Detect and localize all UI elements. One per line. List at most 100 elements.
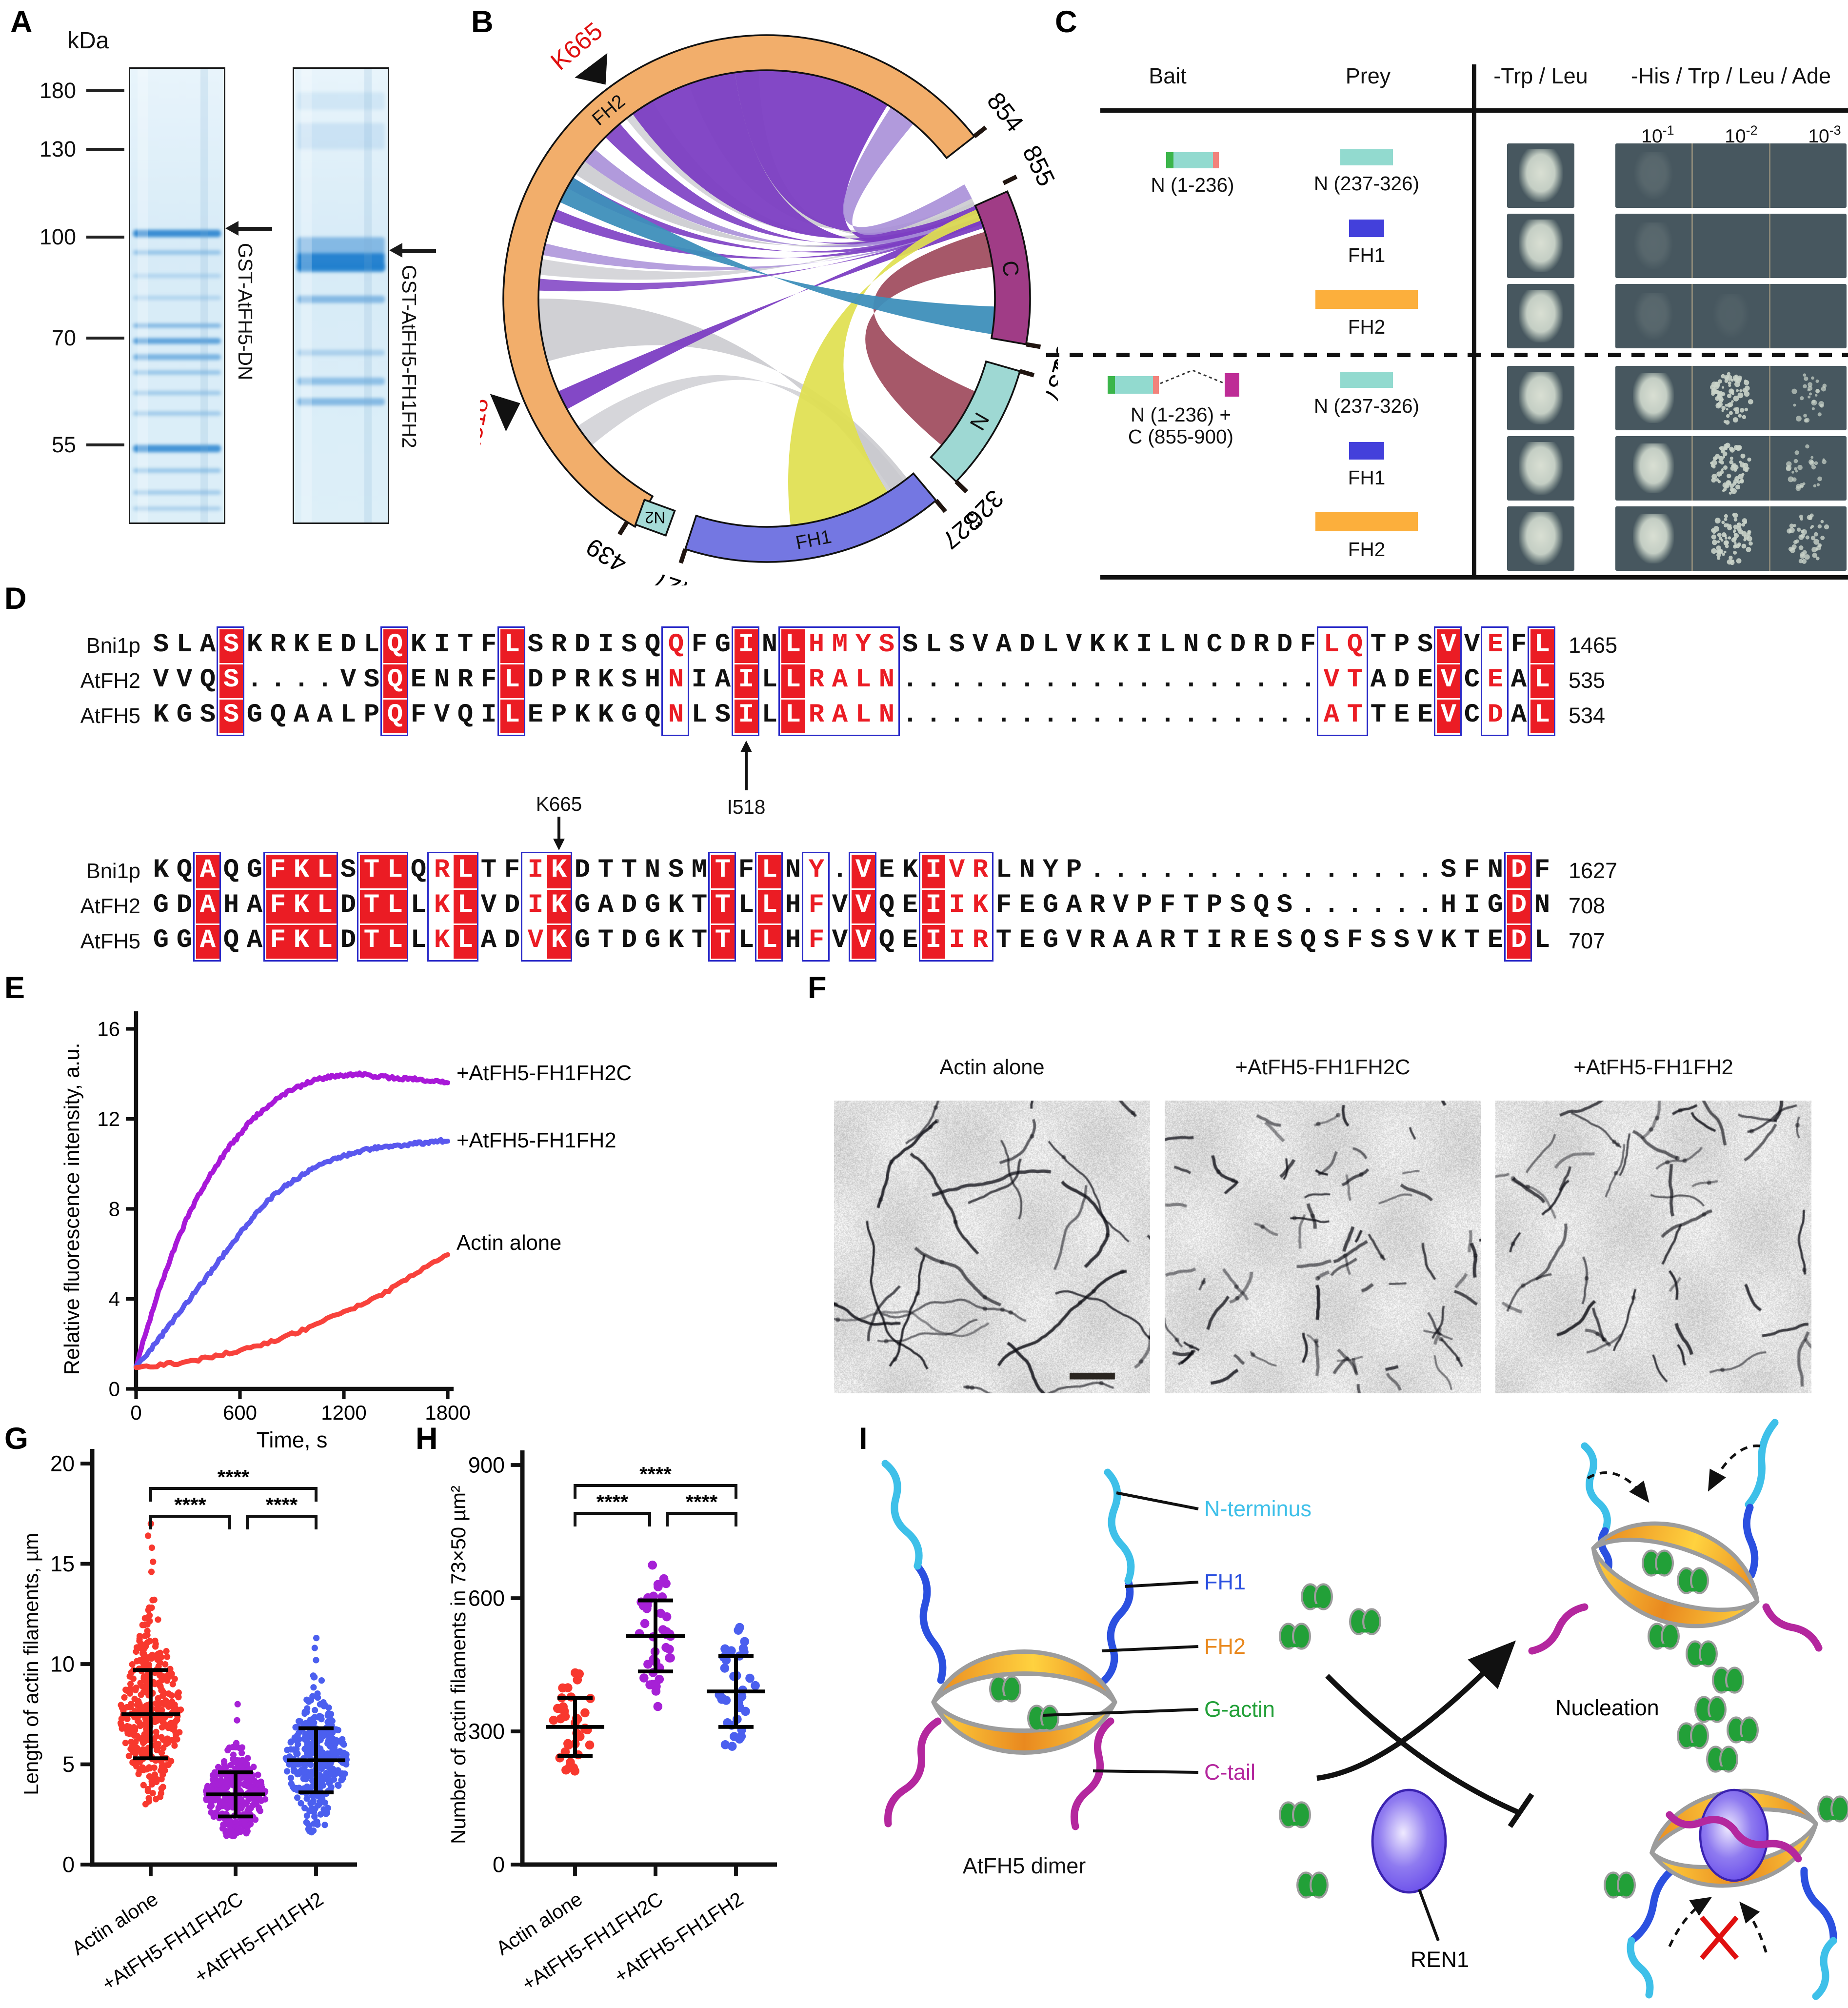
tail — [1745, 1419, 1779, 1508]
tail — [1581, 1442, 1611, 1535]
g-actin-monomer — [1676, 1567, 1709, 1594]
g-actin-monomer — [1711, 1667, 1745, 1694]
g-actin-monomer — [1641, 1549, 1674, 1577]
gel-band — [297, 296, 385, 303]
bait-glyph — [1166, 152, 1219, 168]
panel-b-label: B — [471, 6, 494, 40]
arc-N — [930, 360, 1021, 483]
tail — [1627, 1937, 1654, 1999]
speckled-colony — [1786, 513, 1829, 564]
prey-label: N (237-326) — [1313, 173, 1420, 195]
gel-band — [133, 490, 221, 495]
circos-ribbons — [538, 70, 995, 526]
gel-band — [297, 263, 385, 273]
tick — [934, 499, 947, 513]
x-tick-label: 1200 — [321, 1401, 366, 1424]
residue-number: 534 — [1569, 704, 1606, 729]
sig-bracket — [574, 1512, 651, 1526]
y-axis-label: Length of actin filaments, µm — [20, 1533, 42, 1795]
yeast-colony — [1519, 442, 1563, 495]
ribbon-yellow — [788, 209, 981, 526]
panel-a-label: A — [10, 6, 33, 40]
y2h-row: N (1-236) + C (855-900) N (237-326) — [1046, 366, 1848, 448]
x-tick-label: 600 — [223, 1401, 257, 1424]
gel-band — [297, 123, 385, 150]
atfh5-dimer: N-terminus FH1 FH2 G-actin C-tail AtFH5 dimer — [881, 1460, 1311, 1878]
gel-band — [297, 350, 385, 356]
y2h-row: FH2 — [1046, 284, 1848, 348]
micrograph-label-0: Actin alone — [939, 1057, 1045, 1080]
g-actin-monomer — [1726, 1716, 1759, 1744]
y-tick-label: 15 — [50, 1551, 75, 1576]
ren1-ellipse — [1371, 1788, 1447, 1894]
dimer-label: AtFH5 dimer — [963, 1853, 1086, 1878]
sig-bracket — [666, 1512, 737, 1526]
legend-C-tail: C-tail — [1204, 1760, 1255, 1785]
yeast-colony — [1634, 152, 1673, 199]
ribbon-maroon — [865, 232, 993, 445]
g-actin-monomer — [1694, 1696, 1727, 1723]
col-header-bait: Bait — [1149, 64, 1187, 89]
x-tick-label: 1800 — [425, 1401, 470, 1424]
prey-glyph-fh1 — [1349, 220, 1384, 237]
g-actin-monomer — [1647, 1623, 1680, 1650]
y-tick-label: 16 — [97, 1018, 120, 1041]
blocked-add-arrow — [1739, 1901, 1768, 1953]
gel-band — [297, 377, 385, 385]
sequence-name: Bni1p — [86, 860, 140, 884]
model-schematic: N-terminus FH1 FH2 G-actin C-tail AtFH5 dimer… — [881, 1419, 1848, 2000]
dilution-label: 10-2 — [1725, 123, 1758, 147]
y2h-table: Bait Prey -Trp / Leu -His / Trp / Leu / … — [1046, 0, 1848, 585]
sequence-name: Bni1p — [86, 634, 140, 658]
yeast-colony — [1519, 290, 1563, 342]
legend-N-terminus: N-terminus — [1204, 1496, 1311, 1521]
tail — [914, 1562, 947, 1684]
category-label-1: +AtFH5-FH1FH2C — [98, 1888, 247, 1995]
sig-bracket — [149, 1515, 231, 1529]
gel-band — [133, 339, 221, 345]
category-label-1: +AtFH5-FH1FH2C — [518, 1888, 667, 1995]
reaction-middle: REN1 Nucleation — [1278, 1583, 1659, 1972]
band-arrow — [237, 227, 272, 231]
ribbon-purpleLight — [843, 107, 972, 235]
gel-band — [133, 506, 221, 511]
panel-h-label: H — [416, 1423, 438, 1456]
g-actin-monomer — [1676, 1722, 1709, 1749]
g-actin-monomer — [1817, 1795, 1848, 1823]
gel-lane-1 — [129, 67, 225, 524]
col-header-his-trp-leu-ade: -His / Trp / Leu / Ade — [1630, 64, 1831, 89]
sequence-name: AtFH5 — [80, 704, 140, 728]
plate-his-trp-leu-ade — [1615, 143, 1847, 208]
prey-glyph-fh2 — [1315, 290, 1418, 309]
micrograph-label-2: +AtFH5-FH1FH2 — [1573, 1057, 1733, 1080]
gel-lane-2 — [293, 67, 389, 524]
y2h-row: FH1 — [1046, 436, 1848, 501]
g-actin-monomer — [989, 1675, 1022, 1703]
plate-his-trp-leu-ade — [1615, 436, 1847, 501]
kda-marker-130: 130 — [26, 136, 129, 162]
circos-plot: FH2CNFH1N2854855900237326327427439K665I5… — [480, 17, 1058, 585]
prey-label: FH1 — [1348, 467, 1386, 489]
plate-his-trp-leu-ade — [1615, 284, 1847, 348]
alignment-row-Bni1p: Bni1p K Q A Q G F K L S T L Q R L T F I K D T T N S M T F L N Y. V E K I V… — [53, 855, 1617, 890]
speckled-colony — [1710, 442, 1751, 495]
tick — [1019, 369, 1035, 378]
y2h-row: FH2 — [1046, 506, 1848, 571]
curve-label-2: Actin alone — [457, 1231, 561, 1255]
alignment-row-AtFH5: AtFH5 G G A Q A F K L D T L L K L A D V K G T D G K T T L L H F V V Q E I I… — [53, 925, 1605, 960]
col-header-prey: Prey — [1345, 64, 1391, 89]
blocked-add-arrow — [1668, 1897, 1712, 1948]
gel-band — [133, 296, 221, 300]
sig-stars: **** — [686, 1490, 718, 1513]
y-tick-label: 0 — [493, 1852, 505, 1877]
ribbon-teal — [559, 177, 995, 335]
nucleation-product — [1528, 1419, 1823, 1773]
tail — [1104, 1468, 1135, 1585]
sig-bracket — [149, 1487, 318, 1502]
residue-number: 707 — [1569, 929, 1606, 954]
speckled-colony — [1710, 372, 1753, 425]
x-tick-label: 0 — [130, 1401, 141, 1424]
residue-number: 708 — [1569, 894, 1606, 919]
tail — [1101, 1577, 1134, 1684]
swarm-0 — [549, 1668, 595, 1776]
